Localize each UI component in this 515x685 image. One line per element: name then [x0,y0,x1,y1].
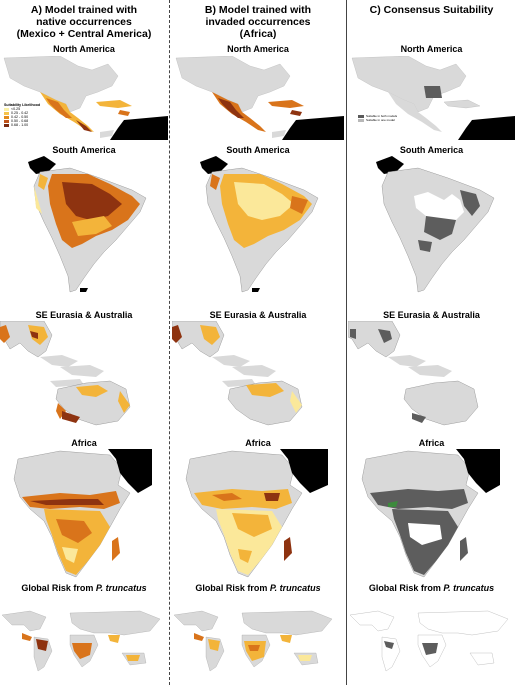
legend-label: 0.50 - 0.68 [11,119,29,123]
panel-label-se-eurasia: SE Eurasia & Australia [35,310,133,320]
column-b: B) Model trained with invaded occurrence… [172,0,344,685]
title-line: (Mexico + Central America) [16,28,152,40]
panel-label-africa: Africa [245,438,271,448]
legend-title: Suitability Likelihood [4,103,41,107]
global-risk-label-a: Global Risk from P. truncatus [0,583,168,593]
column-b-title: B) Model trained with invaded occurrence… [172,4,344,40]
title-line: A) Model trained with [30,4,138,16]
column-c-title: C) Consensus Suitability [348,4,515,16]
legend-swatch [4,115,9,119]
species-name: P. truncatus [443,583,495,593]
panel-label-africa: Africa [418,438,445,448]
species-name: P. truncatus [95,583,147,593]
legend-swatch [4,123,9,127]
global-risk-label-b: Global Risk from P. truncatus [172,583,344,593]
map-africa-a [13,449,152,578]
map-north-america-b [175,56,344,140]
map-north-america-c [351,56,515,140]
map-global-c [349,610,509,672]
legend-swatch [4,119,9,123]
column-a-title: A) Model trained with native occurrences… [0,4,168,40]
global-risk-prefix: Global Risk from [195,583,270,593]
legend-swatch [358,115,364,119]
global-risk-label-c: Global Risk from P. truncatus [348,583,515,593]
legend-swatch [4,111,9,115]
map-global-b [173,610,333,672]
legend-label: Suitable in both models [366,114,398,118]
title-line: native occurrences [36,16,132,28]
solid-divider [346,0,347,685]
panel-label-south-america: South America [52,145,116,155]
panel-label-north-america: North America [400,44,463,54]
map-south-america-c [376,156,495,293]
panel-label-south-america: South America [399,145,464,155]
legend-label: 0.42 - 0.50 [11,115,29,119]
panel-label-se-eurasia: SE Eurasia & Australia [383,310,480,320]
map-se-eurasia-b [172,321,303,426]
map-africa-c [361,449,500,578]
legend-label: <0.25 [11,107,21,111]
legend-entry: 0.42 - 0.50 [4,115,40,119]
title-line: C) Consensus Suitability [369,4,494,16]
panel-label-se-eurasia: SE Eurasia & Australia [209,310,307,320]
column-c: C) Consensus Suitability North America S… [348,0,515,685]
map-north-america-a [3,56,168,140]
legend-swatch [358,118,364,122]
panel-label-south-america: South America [226,145,290,155]
panel-label-north-america: North America [227,44,289,54]
global-risk-prefix: Global Risk from [368,583,444,593]
dashed-divider [169,0,170,685]
suitability-legend: Suitability Likelihood <0.25 0.25 - 0.42… [4,103,40,127]
legend-entry: Suitable in one model [358,117,397,123]
legend-entry: Suitable in both models [358,114,398,119]
legend-label: Suitable in one model [366,117,395,122]
map-africa-b [185,449,328,578]
legend-swatch [4,107,9,111]
legend-entry: 0.68 - 1.00 [4,123,40,127]
legend-label: 0.25 - 0.42 [11,111,29,115]
map-se-eurasia-c [348,321,479,426]
title-line: (Africa) [239,28,277,40]
panel-label-africa: Africa [71,438,97,448]
column-a: A) Model trained with native occurrences… [0,0,168,685]
title-line: B) Model trained with [204,4,312,16]
legend-label: 0.68 - 1.00 [11,123,29,127]
map-south-america-a [28,156,147,293]
map-south-america-b [200,156,319,293]
legend-entry: 0.50 - 0.68 [4,119,40,123]
legend-entry: <0.25 [4,107,40,111]
legend-entry: 0.25 - 0.42 [4,111,40,115]
map-global-a [1,610,161,672]
species-name: P. truncatus [269,583,321,593]
map-se-eurasia-a [0,321,131,426]
global-risk-prefix: Global Risk from [21,583,96,593]
panel-label-north-america: North America [53,44,115,54]
consensus-legend: Suitable in both models Suitable in one … [358,114,398,123]
title-line: invaded occurrences [205,16,311,28]
